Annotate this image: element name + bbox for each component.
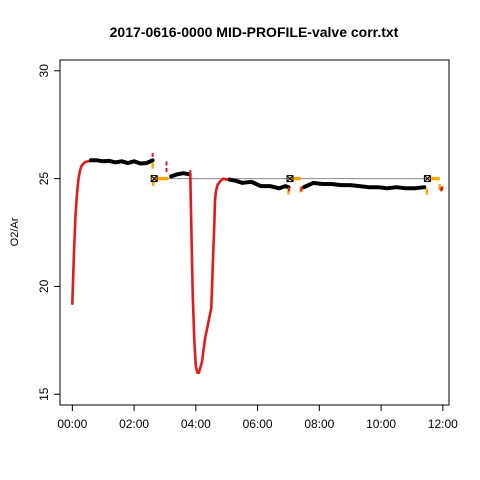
x-tick-label: 00:00 — [57, 417, 87, 431]
series-line-correction — [189, 173, 232, 375]
valve-point — [152, 179, 155, 186]
chart-title: 2017-0616-0000 MID-PROFILE-valve corr.tx… — [110, 24, 399, 40]
y-axis-label: O2/Ar — [9, 217, 21, 246]
marker-group — [150, 152, 444, 195]
x-tick-label: 02:00 — [119, 417, 149, 431]
correction-point — [151, 152, 154, 157]
valve-point — [287, 188, 290, 195]
series-line-correction — [71, 159, 93, 306]
valve-point — [151, 162, 154, 169]
correction-point — [288, 187, 291, 192]
y-tick-label: 15 — [37, 387, 51, 401]
correction-point — [300, 187, 303, 192]
y-tick-label: 25 — [37, 172, 51, 186]
valve-point — [425, 188, 428, 195]
x-tick-label: 10:00 — [366, 417, 396, 431]
valve-point — [438, 184, 441, 191]
series-line-main — [301, 180, 427, 191]
x-tick-label: 08:00 — [304, 417, 334, 431]
x-tick-label: 04:00 — [181, 417, 211, 431]
plot-frame — [59, 59, 450, 406]
x-tick-label: 12:00 — [428, 417, 458, 431]
y-axis: 15 20 25 30 — [37, 64, 60, 401]
data-series-group — [71, 158, 427, 375]
y-tick-label: 20 — [37, 279, 51, 293]
correction-point — [165, 167, 168, 172]
y-tick-label: 30 — [37, 64, 51, 78]
correction-point — [189, 170, 192, 175]
box-x-marker — [150, 175, 158, 183]
correction-point — [441, 186, 444, 191]
series-line-main — [169, 171, 192, 179]
box-x-marker — [423, 175, 431, 183]
x-axis: 00:00 02:00 04:00 06:00 08:00 10:00 12:00 — [57, 405, 458, 431]
box-x-marker — [286, 175, 294, 183]
series-line-main — [227, 177, 291, 191]
x-tick-label: 06:00 — [243, 417, 273, 431]
correction-point — [165, 161, 168, 166]
series-line-main — [88, 158, 155, 166]
